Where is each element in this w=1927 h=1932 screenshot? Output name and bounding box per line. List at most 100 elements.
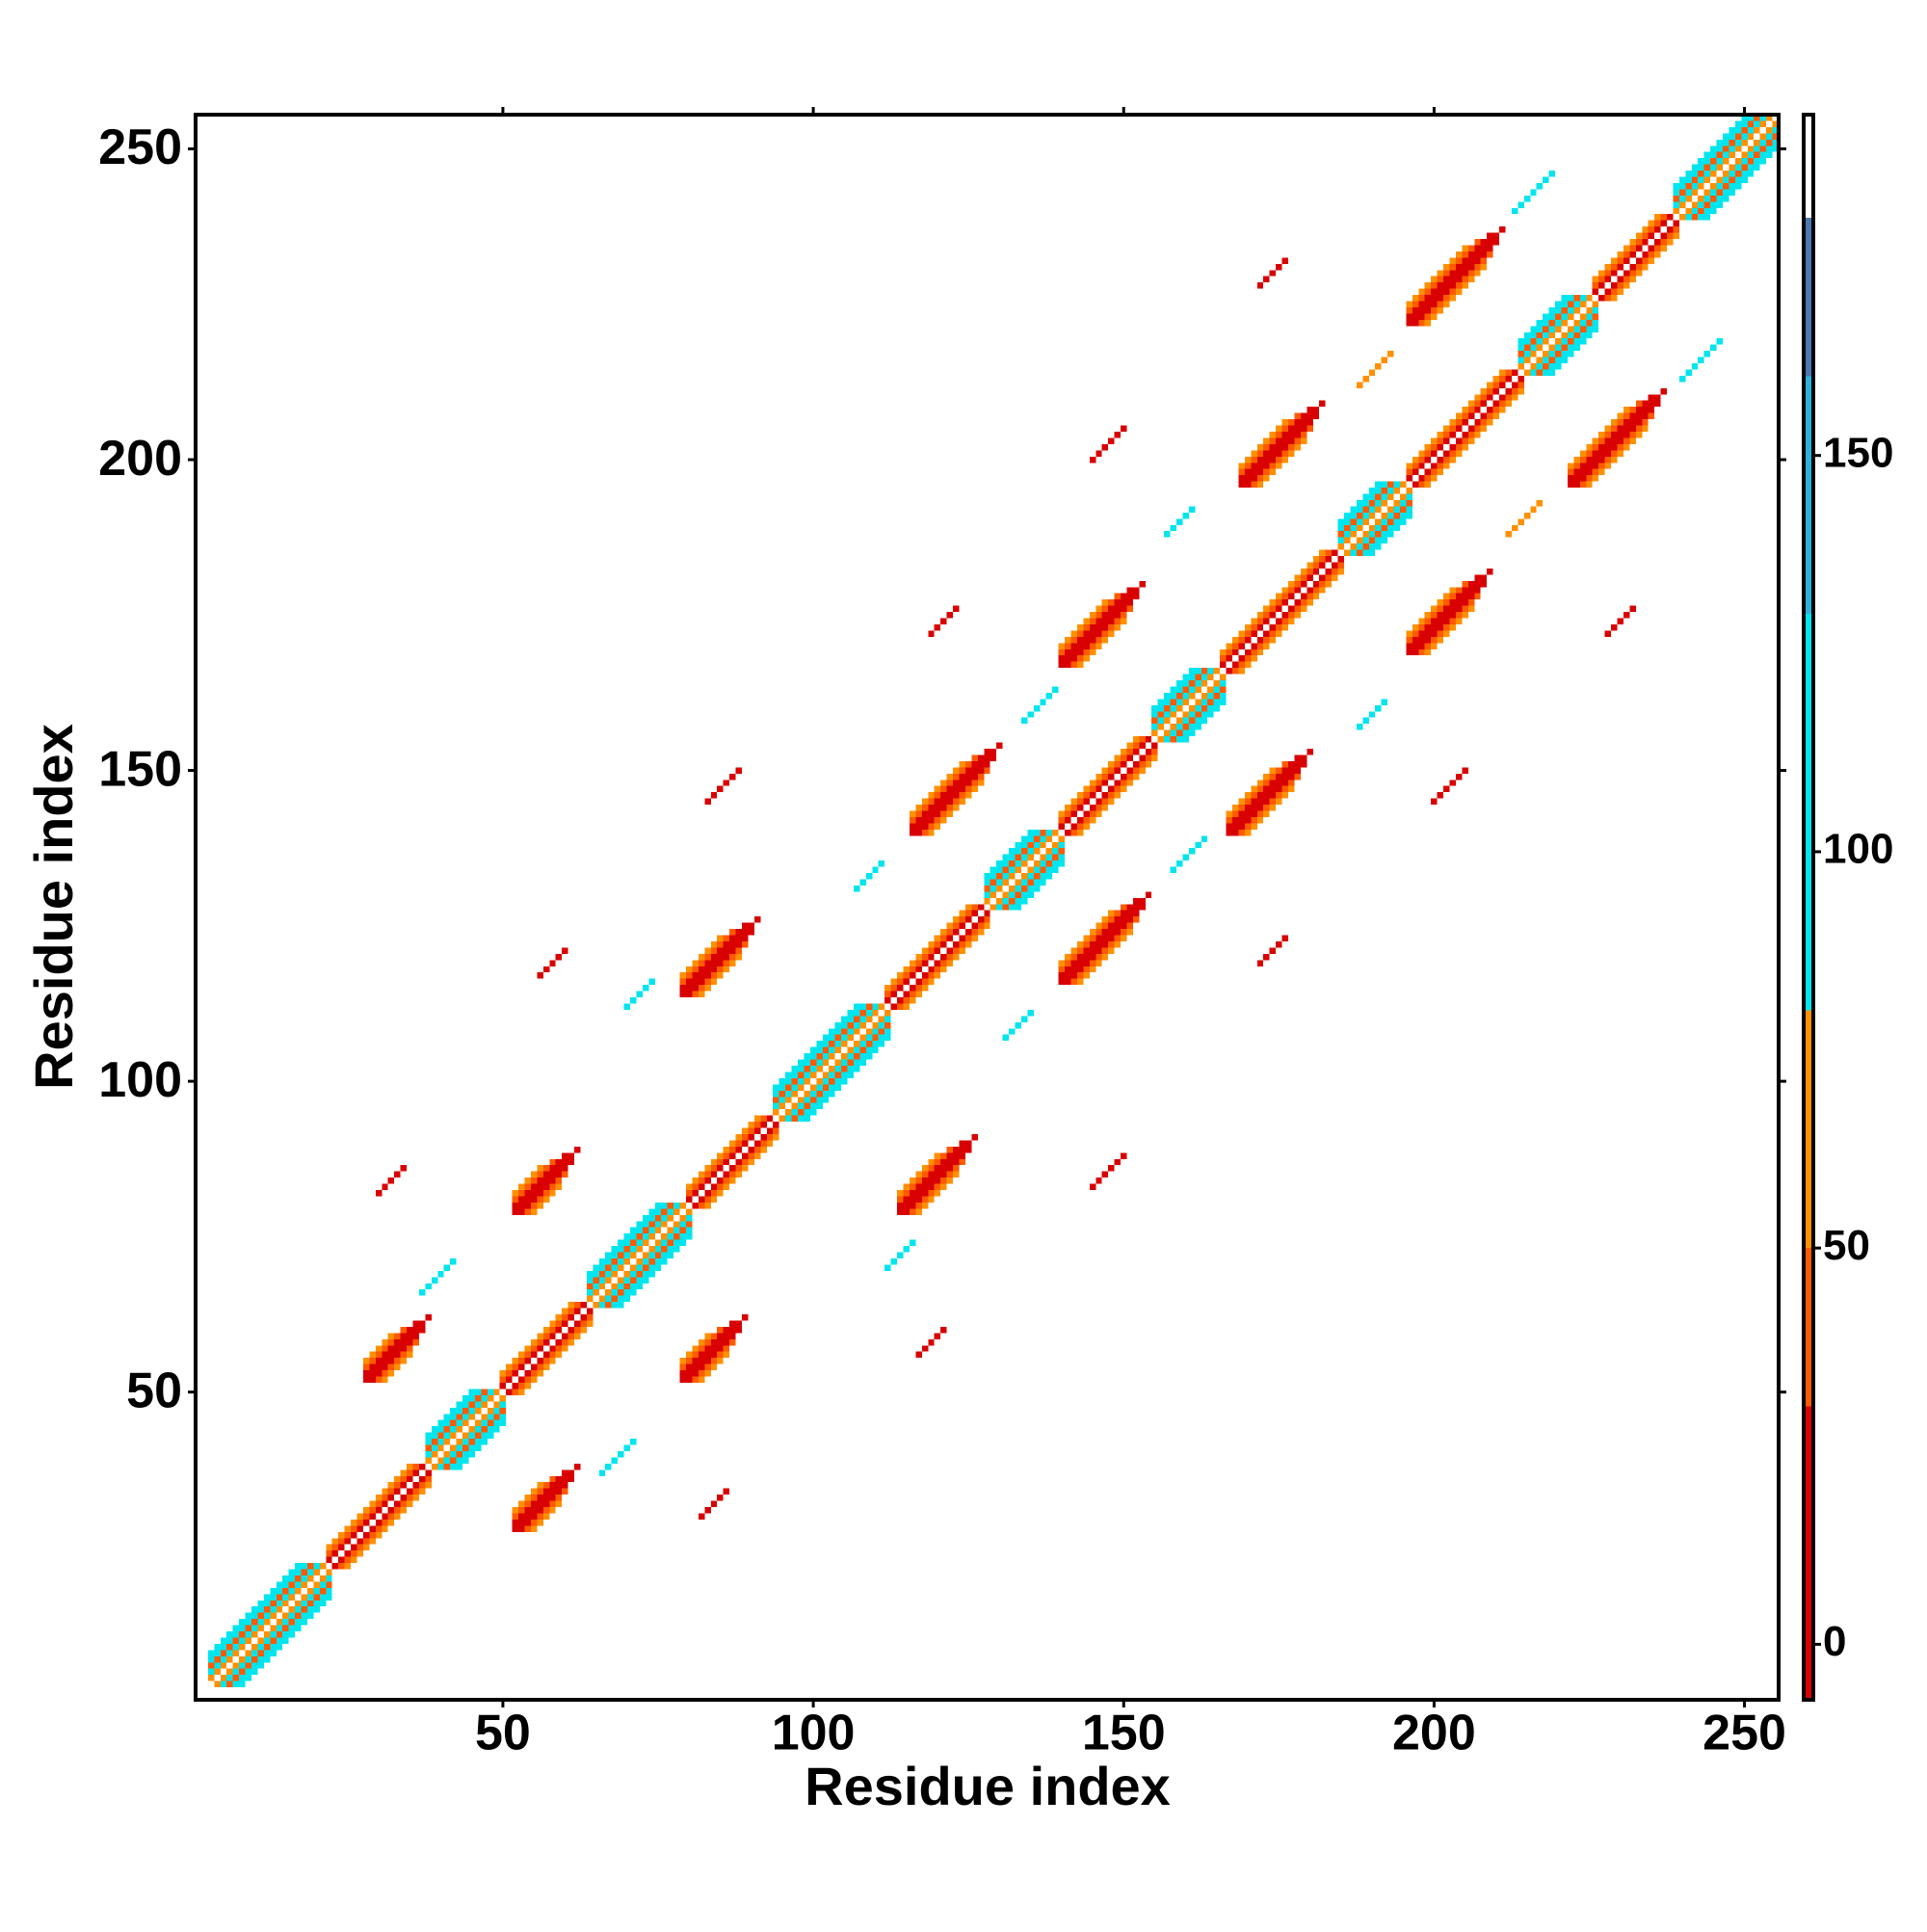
cell-run (909, 1158, 965, 1215)
cell-run-mirror (425, 1389, 482, 1445)
heatmap-cells (207, 115, 1779, 1688)
y-tick-label: 50 (126, 1363, 182, 1418)
cell-run-mirror (382, 1351, 413, 1383)
cell-run (1418, 382, 1524, 489)
cell-run (679, 1326, 724, 1371)
cell-run-mirror (1220, 549, 1338, 669)
cell-run (1412, 375, 1524, 489)
cell-run (338, 1475, 432, 1570)
cell-run (903, 922, 990, 1010)
colorbar-segment (1804, 1406, 1813, 1700)
cell-run-mirror (1592, 214, 1668, 289)
cell-run (1505, 499, 1544, 538)
x-tick-label: 100 (772, 1706, 856, 1761)
cell-run (1070, 749, 1158, 836)
x-tick-label: 250 (1703, 1706, 1786, 1761)
cell-run-mirror (773, 1003, 879, 1110)
y-tick-label: 250 (98, 119, 182, 175)
colorbar-segment (1804, 1010, 1813, 1249)
cell-run-mirror (1337, 481, 1400, 544)
cell-run (1015, 860, 1066, 911)
cell-run-mirror (1673, 115, 1773, 215)
plot-frame (194, 113, 1781, 1702)
colorbar-tick-label: 0 (1823, 1618, 1846, 1665)
cell-run (611, 1227, 693, 1309)
cell-run-mirror (369, 1326, 426, 1383)
cell-run (897, 916, 990, 1010)
y-tick-label: 200 (98, 431, 182, 487)
cell-run (1256, 935, 1288, 966)
cell-run (518, 1320, 594, 1395)
cell-run-mirror (1511, 171, 1556, 215)
cell-run-mirror (884, 904, 978, 998)
cell-run-mirror (679, 929, 736, 986)
cell-run-mirror (686, 1115, 761, 1191)
colorbar-segment (1804, 376, 1813, 615)
cell-run (1368, 512, 1412, 557)
cell-run-mirror (1238, 400, 1326, 489)
colorbar-segment (1804, 115, 1813, 218)
y-tick-label: 150 (98, 741, 182, 797)
cell-run-mirror (1518, 295, 1587, 364)
cell-run (785, 1016, 891, 1123)
cell-run (1548, 326, 1599, 376)
cell-run (797, 1028, 891, 1123)
cell-run (1226, 749, 1313, 836)
cell-run-mirror (984, 829, 1053, 898)
cell-run-mirror (679, 916, 761, 998)
cell-run (1157, 674, 1227, 743)
cell-run-mirror (362, 1320, 419, 1377)
cell-run (1076, 754, 1158, 836)
cell-run-mirror (1151, 668, 1214, 730)
cell-run-mirror (1220, 549, 1333, 662)
cell-run-mirror (1673, 115, 1767, 208)
y-axis-title: Residue index (23, 724, 84, 1090)
colorbar-segment (1804, 614, 1813, 1011)
cell-run (1703, 146, 1779, 221)
cell-run (1431, 767, 1468, 806)
cell-run (518, 1475, 575, 1532)
cell-run-mirror (512, 1152, 568, 1209)
cell-run (344, 1482, 432, 1570)
colorbar-segment (1804, 1248, 1813, 1407)
cell-run (1058, 891, 1152, 986)
x-tick-label: 50 (475, 1706, 531, 1761)
cell-run (1530, 306, 1599, 376)
cell-run-mirror (1592, 214, 1674, 296)
cell-run (1406, 568, 1493, 656)
cell-run-mirror (1151, 668, 1196, 712)
cell-run (506, 1308, 594, 1395)
cell-run-mirror (679, 935, 724, 979)
cell-run (530, 1500, 563, 1532)
cell-run-mirror (530, 1183, 563, 1215)
cell-run-mirror (586, 1202, 668, 1284)
cell-run-mirror (375, 1165, 408, 1197)
cell-run (1356, 499, 1412, 557)
cell-run (1698, 139, 1779, 221)
cell-run-mirror (375, 1338, 419, 1383)
cell-run-mirror (686, 1115, 767, 1197)
cell-run (1089, 1152, 1127, 1191)
cell-run-mirror (704, 767, 742, 806)
cell-run-mirror (1337, 481, 1382, 525)
cell-run-mirror (698, 953, 742, 998)
cell-run-mirror (1151, 668, 1221, 737)
cell-run (679, 1333, 711, 1364)
cell-run (1170, 835, 1208, 874)
cell-run-mirror (418, 1257, 457, 1296)
cell-run (897, 1146, 954, 1203)
cell-run-mirror (362, 1314, 432, 1383)
cell-run-mirror (1058, 736, 1140, 817)
cell-run-mirror (207, 1563, 314, 1669)
cell-run (1058, 910, 1115, 966)
cell-run (704, 1133, 779, 1209)
cell-run (698, 1351, 730, 1383)
cell-run (512, 1463, 581, 1532)
cell-run-mirror (1164, 506, 1196, 538)
cell-run-mirror (499, 1302, 581, 1383)
cell-run (512, 1314, 594, 1395)
cell-run (1170, 686, 1227, 743)
cell-run-mirror (586, 1202, 662, 1278)
cell-run (1226, 556, 1344, 675)
